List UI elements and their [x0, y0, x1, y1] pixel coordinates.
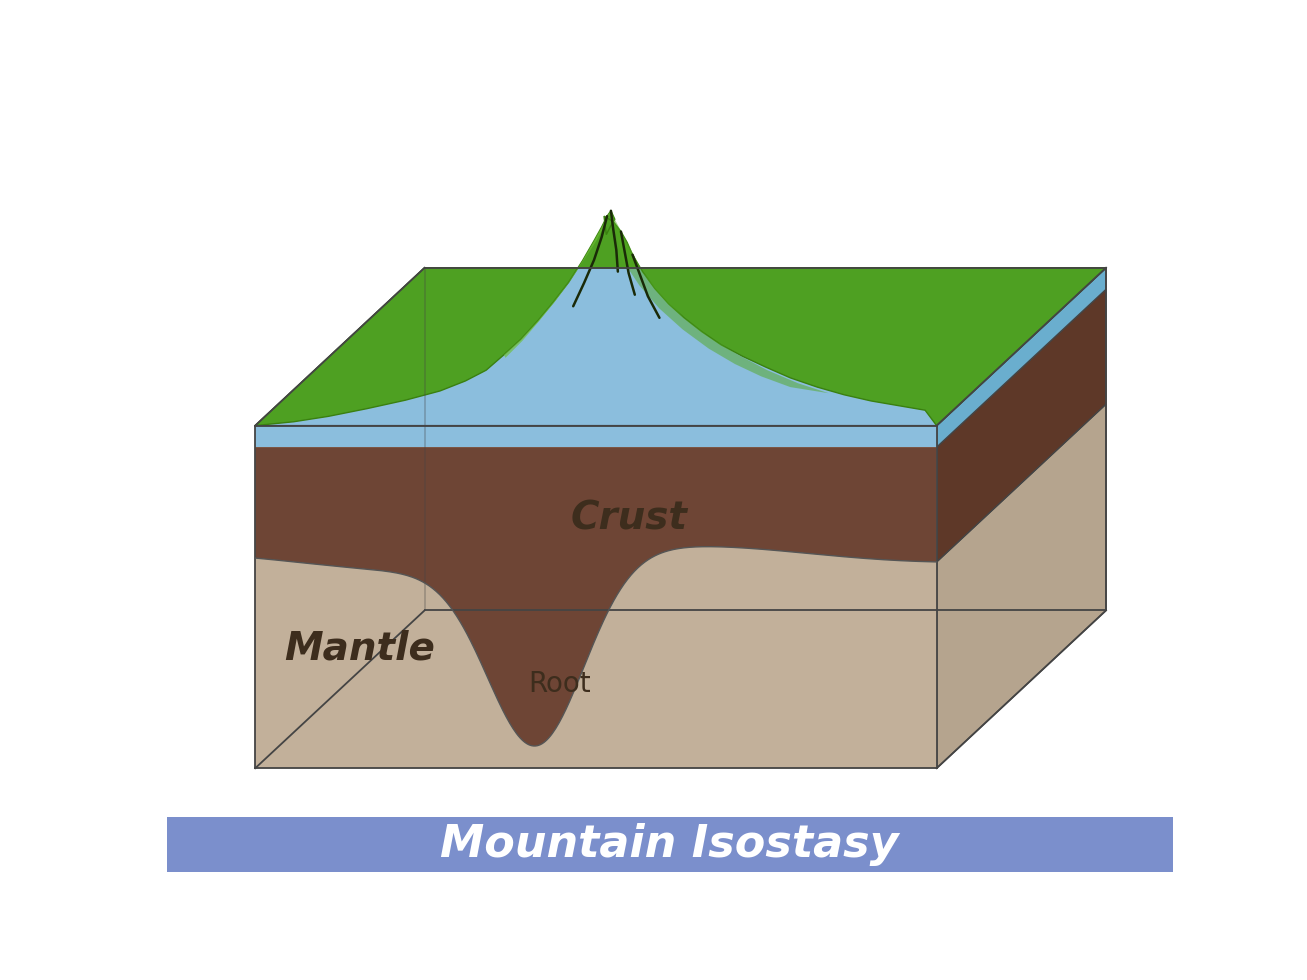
Polygon shape: [255, 547, 937, 768]
Polygon shape: [937, 404, 1106, 768]
Polygon shape: [937, 289, 1106, 562]
Polygon shape: [255, 425, 937, 768]
Text: Root: Root: [528, 669, 591, 698]
Text: Mountain Isostasy: Mountain Isostasy: [440, 823, 899, 866]
Text: Crust: Crust: [570, 499, 687, 537]
Polygon shape: [255, 447, 937, 746]
Polygon shape: [255, 268, 1106, 425]
Polygon shape: [255, 211, 1106, 425]
Polygon shape: [937, 268, 1106, 447]
Polygon shape: [505, 211, 610, 358]
Bar: [166, 816, 1172, 872]
Polygon shape: [610, 211, 829, 393]
Text: Mantle: Mantle: [284, 630, 435, 668]
Polygon shape: [255, 425, 937, 447]
